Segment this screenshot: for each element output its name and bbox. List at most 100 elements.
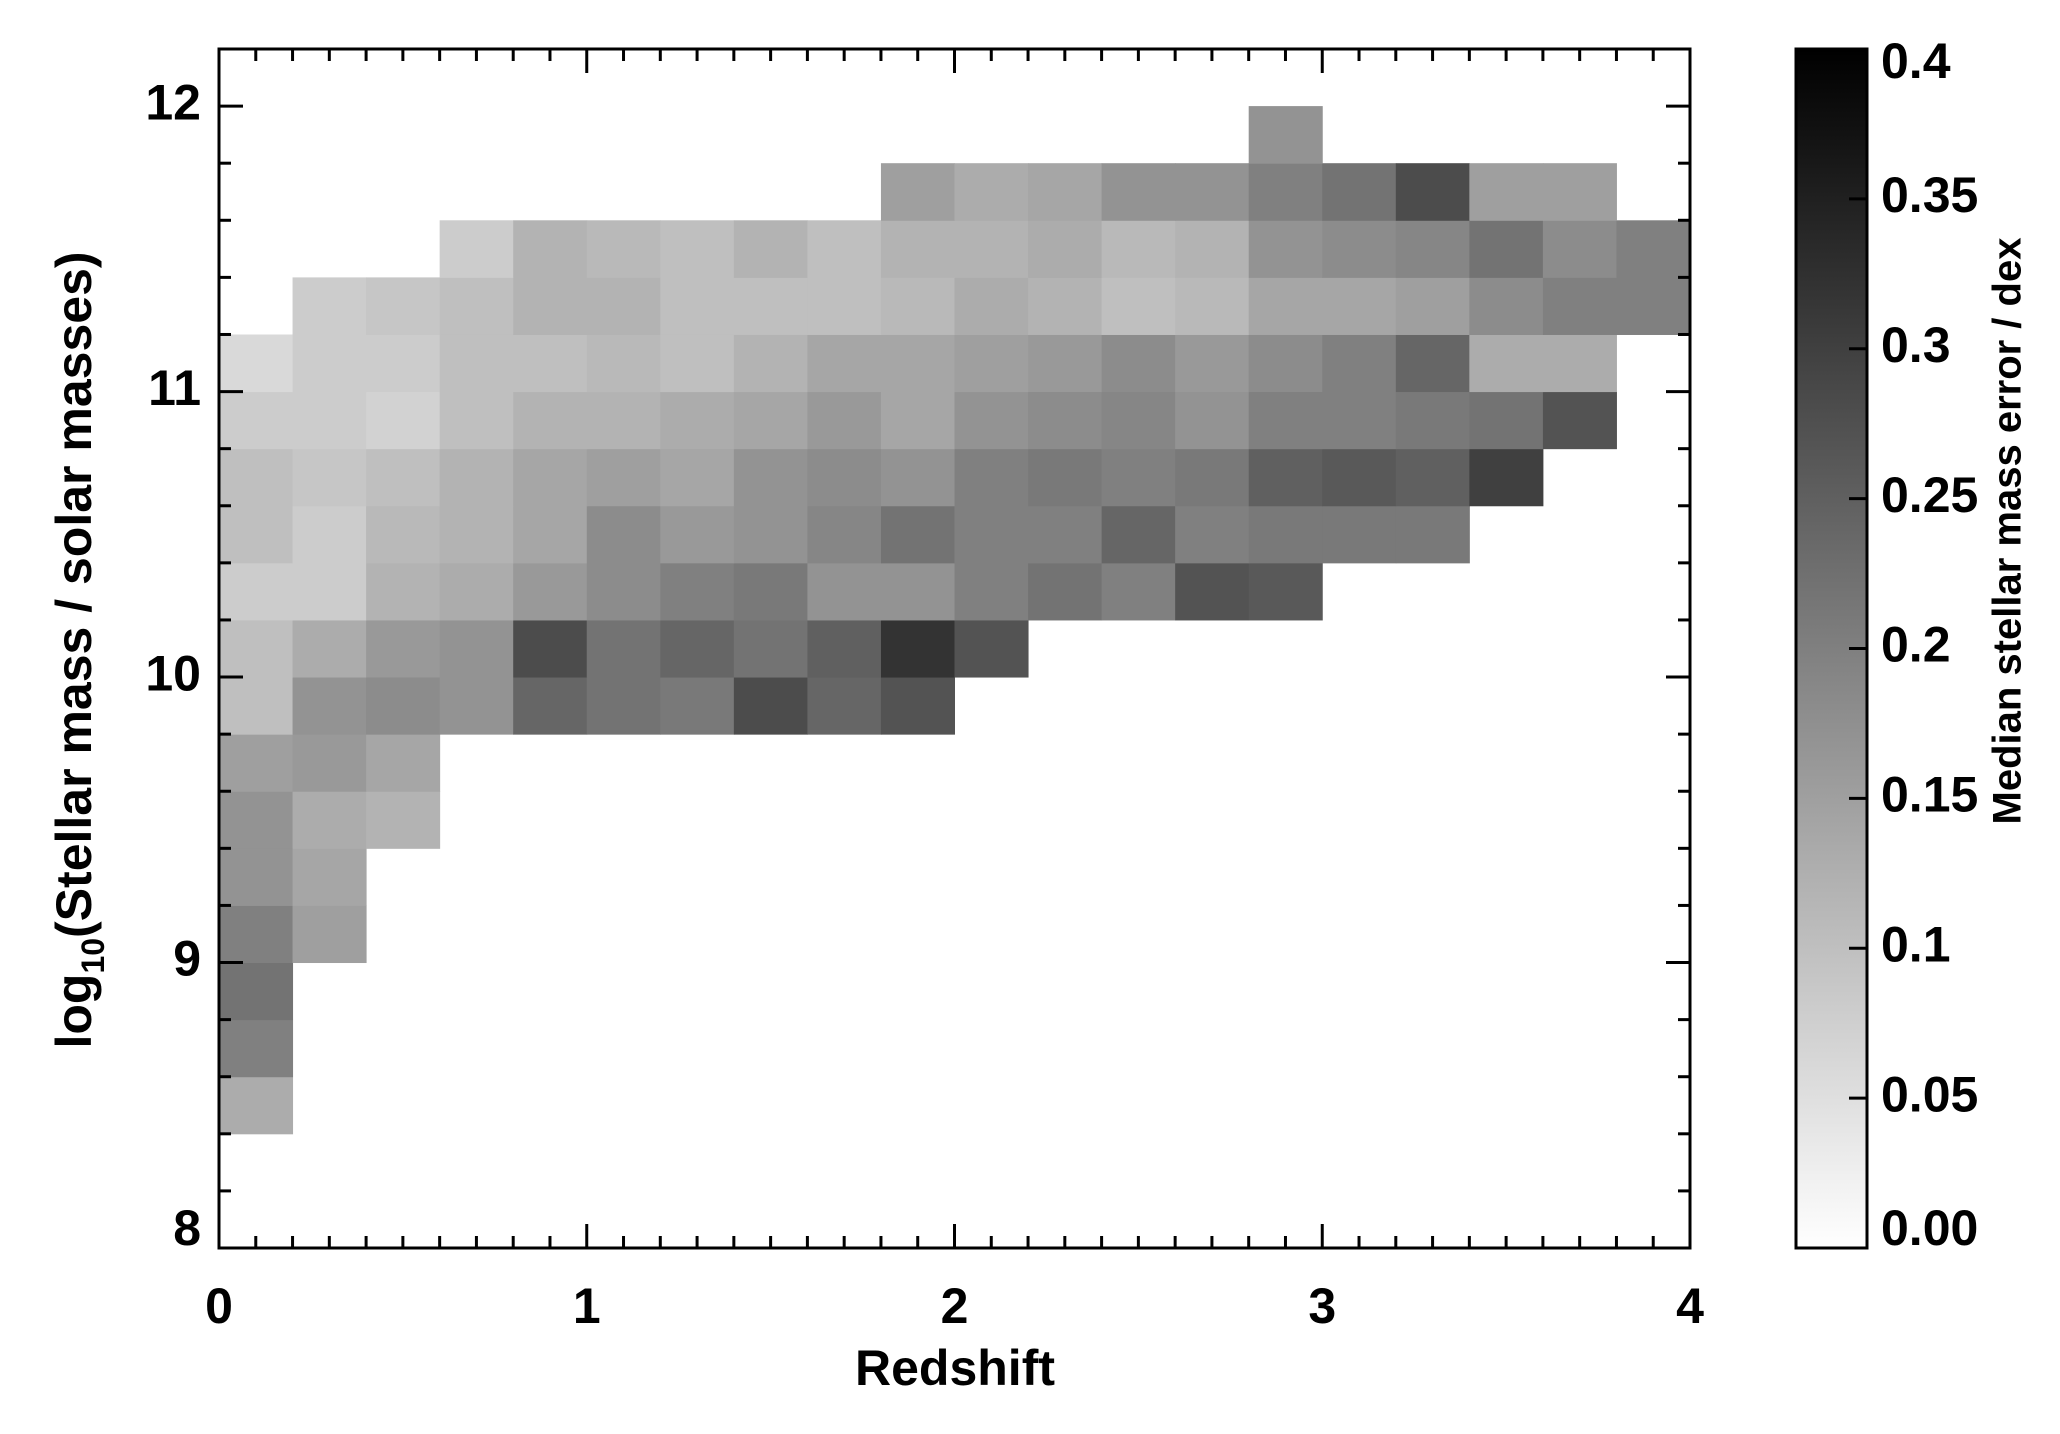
- heatmap-cell: [1542, 163, 1617, 221]
- heatmap-cell: [1248, 163, 1323, 221]
- colorbar-tick-label: 0.25: [1881, 467, 1978, 523]
- heatmap-cell: [219, 1019, 294, 1078]
- heatmap-cell: [1469, 220, 1544, 278]
- heatmap-cell: [1542, 220, 1617, 278]
- heatmap-cell: [880, 562, 955, 621]
- y-title-rest: (Stellar mass / solar masses): [46, 251, 102, 938]
- heatmap-cell: [1248, 391, 1323, 450]
- y-title-log: log: [46, 974, 102, 1049]
- colorbar-tick-label: 0.4: [1881, 33, 1951, 89]
- heatmap-cell: [292, 562, 367, 621]
- heatmap-cell: [1322, 391, 1397, 450]
- heatmap-cell: [954, 562, 1029, 621]
- heatmap-cell: [366, 277, 441, 335]
- heatmap-cell: [439, 619, 514, 678]
- heatmap-cell: [219, 391, 294, 450]
- heatmap-cell: [733, 677, 808, 735]
- heatmap-cell: [733, 619, 808, 678]
- colorbar-tick-label: 0.35: [1881, 167, 1978, 223]
- heatmap-cell: [292, 505, 367, 564]
- heatmap-cell: [807, 334, 882, 393]
- heatmap-cell: [439, 277, 514, 335]
- heatmap-cell: [439, 391, 514, 450]
- heatmap-cell: [1469, 277, 1544, 335]
- heatmap-cell: [660, 505, 735, 564]
- heatmap-cell: [439, 505, 514, 564]
- heatmap-cell: [660, 277, 735, 335]
- colorbar-tick-label: 0.2: [1881, 617, 1951, 673]
- heatmap-cell: [292, 277, 367, 335]
- heatmap-cell: [513, 677, 588, 735]
- heatmap-cell: [1101, 163, 1176, 221]
- heatmap-cell: [807, 277, 882, 335]
- heatmap-cell: [292, 791, 367, 849]
- heatmap-cell: [1395, 334, 1470, 393]
- heatmap-cell: [1101, 334, 1176, 393]
- heatmap-cell: [1395, 505, 1470, 564]
- colorbar-tick-label: 0.05: [1881, 1066, 1978, 1122]
- heatmap-cell: [219, 791, 294, 849]
- heatmap-cell: [954, 277, 1029, 335]
- heatmap-cell: [733, 391, 808, 450]
- heatmap-cell: [586, 562, 661, 621]
- heatmap-cell: [1175, 163, 1250, 221]
- y-axis-title: log10(Stellar mass / solar masses): [46, 251, 111, 1048]
- heatmap-cell: [366, 791, 441, 849]
- x-tick-label: 3: [1308, 1278, 1336, 1334]
- heatmap-cell: [807, 220, 882, 278]
- heatmap-cell: [954, 163, 1029, 221]
- heatmap-cell: [1248, 106, 1323, 164]
- heatmap-cell: [439, 220, 514, 278]
- heatmap-cell: [1175, 277, 1250, 335]
- heatmap-cell: [660, 619, 735, 678]
- heatmap-cell: [513, 562, 588, 621]
- heatmap-cell: [586, 619, 661, 678]
- heatmap-cell: [880, 448, 955, 507]
- heatmap-cell: [1395, 448, 1470, 507]
- heatmap-cell: [513, 220, 588, 278]
- heatmap-cell: [1616, 277, 1691, 335]
- heatmap-cell: [1322, 448, 1397, 507]
- heatmap-cell: [880, 220, 955, 278]
- heatmap-cell: [1028, 220, 1103, 278]
- heatmap-cell: [807, 677, 882, 735]
- heatmap-cell: [1248, 220, 1323, 278]
- heatmap-cell: [1322, 220, 1397, 278]
- heatmap-cell: [586, 277, 661, 335]
- heatmap-cell: [366, 619, 441, 678]
- heatmap-cell: [513, 391, 588, 450]
- heatmap-cell: [1469, 448, 1544, 507]
- heatmap-cell: [1616, 220, 1691, 278]
- heatmap-cell: [660, 334, 735, 393]
- heatmap-cell: [954, 448, 1029, 507]
- heatmap-cell: [1395, 220, 1470, 278]
- heatmap-cell: [219, 962, 294, 1021]
- heatmap-cell: [1248, 334, 1323, 393]
- heatmap-cell: [733, 334, 808, 393]
- y-tick-label: 9: [173, 931, 201, 987]
- heatmap-cell: [366, 562, 441, 621]
- heatmap-cell: [1322, 505, 1397, 564]
- x-tick-label: 1: [573, 1278, 601, 1334]
- heatmap-cell: [292, 905, 367, 964]
- heatmap-cell: [807, 562, 882, 621]
- y-tick-label: 12: [145, 74, 201, 130]
- colorbar-tick-label: 0.15: [1881, 767, 1978, 823]
- heatmap-cell: [1248, 448, 1323, 507]
- heatmap-cell: [660, 677, 735, 735]
- x-tick-label: 4: [1676, 1278, 1704, 1334]
- heatmap-cell: [1395, 277, 1470, 335]
- heatmap-cell: [660, 220, 735, 278]
- heatmap-cell: [219, 848, 294, 906]
- heatmap-cell: [439, 334, 514, 393]
- heatmap-cell: [880, 505, 955, 564]
- heatmap-cell: [513, 619, 588, 678]
- heatmap-cell: [513, 448, 588, 507]
- heatmap-cell: [586, 505, 661, 564]
- heatmap-cell: [1469, 391, 1544, 450]
- heatmap-cell: [219, 334, 294, 393]
- x-axis-title: Redshift: [855, 1340, 1055, 1396]
- heatmap-cell: [733, 562, 808, 621]
- heatmap-cell: [219, 619, 294, 678]
- heatmap-cell: [1101, 448, 1176, 507]
